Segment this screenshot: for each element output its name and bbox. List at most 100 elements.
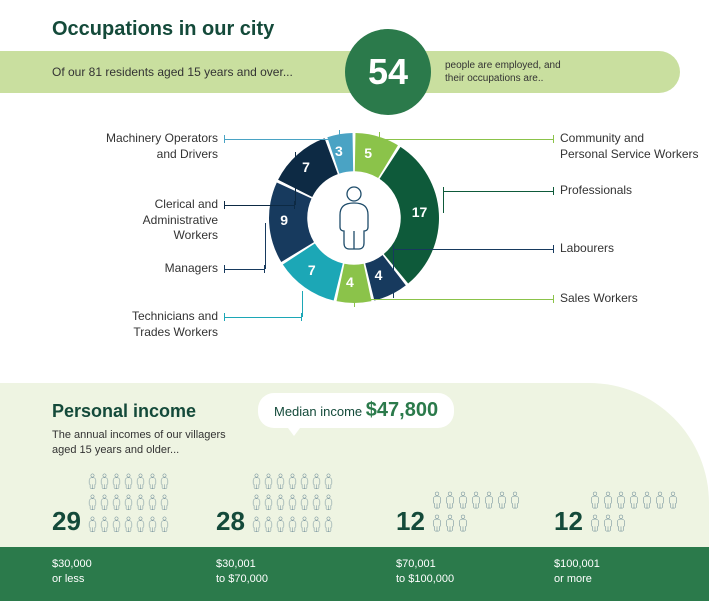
person-icon [87, 516, 98, 533]
slice-value: 17 [412, 204, 428, 220]
occupation-label: Community andPersonal Service Workers [560, 131, 699, 162]
person-icon-wrap [251, 473, 262, 495]
income-section: Personal income The annual incomes of ou… [0, 383, 709, 547]
person-icon-wrap [299, 516, 310, 538]
person-icon-wrap [87, 473, 98, 495]
person-icon-wrap [87, 516, 98, 538]
person-icon-wrap [251, 494, 262, 516]
occupation-label: Managers [58, 261, 218, 277]
person-icon [589, 491, 601, 509]
infographic-root: Occupations in our city Of our 81 reside… [0, 0, 709, 601]
slice-value: 9 [280, 212, 288, 228]
person-icon-wrap [287, 494, 298, 516]
person-icon [135, 516, 146, 533]
person-icon [457, 514, 469, 532]
person-icon [641, 491, 653, 509]
person-icon-wrap [615, 491, 627, 514]
person-icon-wrap [135, 494, 146, 516]
person-icon [509, 491, 521, 509]
person-icon [589, 514, 601, 532]
income-count: 29 [52, 506, 81, 537]
banner-right-line1: people are employed, and [445, 59, 561, 72]
slice-value: 3 [335, 143, 343, 159]
income-group: 28 [216, 473, 396, 548]
person-icon-wrap [275, 494, 286, 516]
person-icon-wrap [147, 494, 158, 516]
person-icon-wrap [602, 514, 614, 537]
leader-line [265, 223, 266, 269]
person-icon-wrap [431, 491, 443, 514]
person-icon-wrap [457, 491, 469, 514]
person-icon-wrap [147, 516, 158, 538]
employed-count: 54 [368, 51, 408, 93]
person-icon [147, 516, 158, 533]
slice-value: 7 [308, 262, 316, 278]
person-icon [311, 473, 322, 490]
leader-line [224, 317, 302, 318]
person-icon [159, 494, 170, 511]
income-range: $100,001or more [554, 557, 704, 587]
person-icon-wrap [602, 491, 614, 514]
person-icon [123, 516, 134, 533]
person-icon-wrap [496, 491, 508, 514]
median-income-bubble: Median income $47,800 [258, 393, 454, 428]
income-group: 12 [396, 473, 554, 548]
person-icon-wrap [159, 494, 170, 516]
leader-line [393, 249, 394, 298]
income-group: 12 [554, 473, 704, 548]
person-icon [299, 494, 310, 511]
employed-count-circle: 54 [345, 29, 431, 115]
occupation-label: Sales Workers [560, 291, 638, 307]
intro-banner: Of our 81 residents aged 15 years and ov… [0, 51, 680, 93]
person-icon-wrap [311, 473, 322, 495]
income-group: 29 [52, 473, 216, 548]
person-icon [299, 516, 310, 533]
person-icon [275, 473, 286, 490]
person-icon [444, 491, 456, 509]
person-icon [431, 514, 443, 532]
person-icon [457, 491, 469, 509]
person-icon-wrap [123, 473, 134, 495]
person-icon-wrap [263, 494, 274, 516]
person-icon-wrap [483, 491, 495, 514]
person-icon [323, 494, 334, 511]
leader-line [224, 139, 339, 140]
person-icon [628, 491, 640, 509]
person-icon-wrap [275, 516, 286, 538]
person-icon [123, 494, 134, 511]
leader-line [354, 299, 554, 300]
person-icon-wrap [311, 494, 322, 516]
person-icon-wrap [641, 491, 653, 514]
person-icon [602, 514, 614, 532]
person-icon-wrap [251, 516, 262, 538]
person-icon-wrap [147, 473, 158, 495]
person-icon [654, 491, 666, 509]
person-icon-wrap [509, 491, 521, 514]
person-icon [615, 514, 627, 532]
leader-line [443, 191, 444, 213]
person-icon-wrap [263, 473, 274, 495]
income-range: $70,001to $100,000 [396, 557, 554, 587]
person-icon [87, 494, 98, 511]
person-icon-wrap [323, 473, 334, 495]
person-icon [99, 494, 110, 511]
person-icon [251, 494, 262, 511]
income-count: 12 [554, 506, 583, 537]
person-icon [287, 473, 298, 490]
person-icon-wrap [123, 516, 134, 538]
leader-line [379, 139, 554, 140]
person-icon-wrap [111, 494, 122, 516]
person-icon [123, 473, 134, 490]
person-icon-wrap [111, 516, 122, 538]
income-range: $30,001to $70,000 [216, 557, 396, 587]
person-icon-wrap [667, 491, 679, 514]
banner-lead-text: Of our 81 residents aged 15 years and ov… [52, 65, 293, 79]
person-icon [99, 473, 110, 490]
person-icon-wrap [99, 494, 110, 516]
person-icon [444, 514, 456, 532]
slice-value: 5 [364, 145, 372, 161]
people-icons [431, 491, 522, 537]
occupation-label: Labourers [560, 241, 614, 257]
person-icon-wrap [311, 516, 322, 538]
income-footer: $30,000or less$30,001to $70,000$70,001to… [0, 547, 709, 601]
